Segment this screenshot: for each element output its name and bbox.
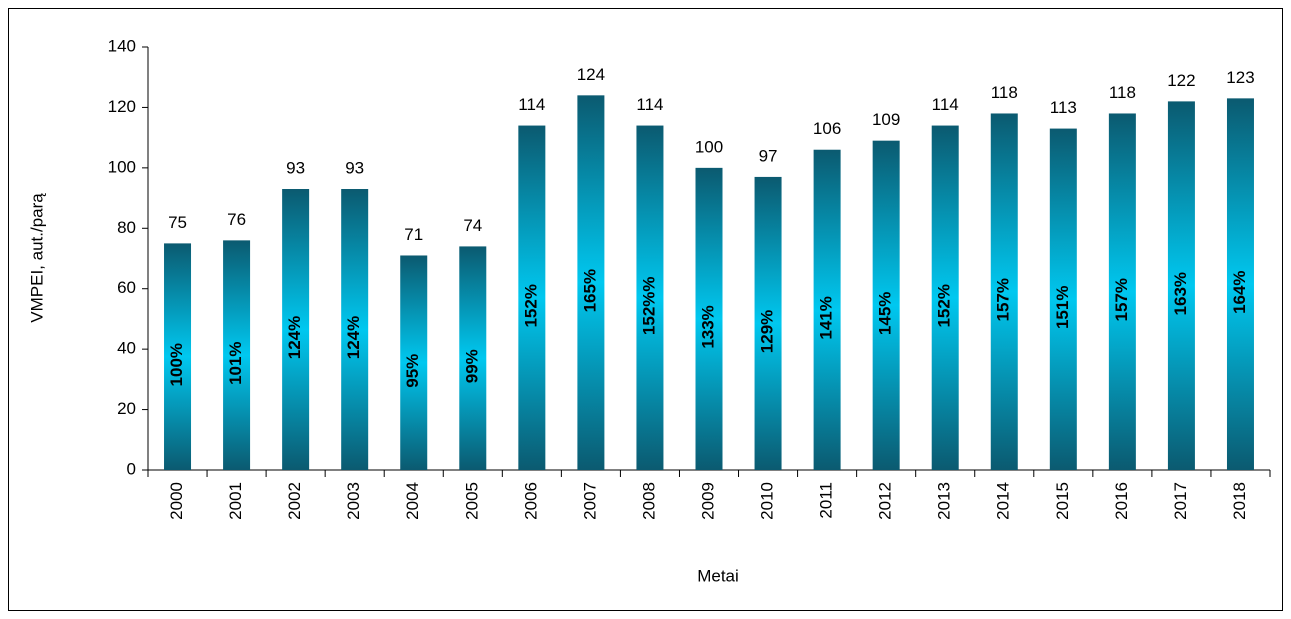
value-label: 93 xyxy=(286,158,305,177)
bar-annotation: 100% xyxy=(167,343,186,386)
value-label: 106 xyxy=(813,119,841,138)
bar xyxy=(990,113,1018,470)
x-tick-label: 2017 xyxy=(1171,482,1190,520)
x-tick-label: 2005 xyxy=(462,482,481,520)
bar xyxy=(164,243,192,470)
bar xyxy=(695,167,723,470)
x-tick-label: 2016 xyxy=(1112,482,1131,520)
bar xyxy=(459,246,487,470)
value-label: 118 xyxy=(991,83,1018,102)
bar-annotation: 157% xyxy=(1112,278,1131,321)
value-label: 109 xyxy=(872,110,900,129)
bar xyxy=(754,176,782,470)
x-tick-label: 2002 xyxy=(285,482,304,520)
bar xyxy=(223,240,251,470)
x-tick-label: 2018 xyxy=(1230,482,1249,520)
bar-annotation: 165% xyxy=(580,269,599,312)
bar-annotation: 99% xyxy=(462,349,481,383)
bar xyxy=(636,125,664,471)
value-label: 118 xyxy=(1109,83,1136,102)
x-tick-label: 2004 xyxy=(403,482,422,520)
x-tick-label: 2012 xyxy=(876,482,895,520)
x-tick-label: 2001 xyxy=(226,482,245,520)
x-tick-label: 2013 xyxy=(935,482,954,520)
x-axis-title: Metai xyxy=(697,566,739,585)
x-tick-label: 2014 xyxy=(994,482,1013,520)
bar-annotation: 163% xyxy=(1171,272,1190,315)
value-label: 76 xyxy=(227,210,246,229)
y-tick-label: 60 xyxy=(117,278,136,297)
bar-annotation: 124% xyxy=(285,316,304,359)
y-tick-label: 40 xyxy=(117,339,136,358)
bar-annotation: 164% xyxy=(1230,270,1249,313)
bar-annotation: 129% xyxy=(758,310,777,353)
y-axis-title: VMPEI, aut./parą xyxy=(27,193,46,323)
bar xyxy=(872,140,900,470)
bar-annotation: 141% xyxy=(817,296,836,339)
value-label: 114 xyxy=(932,95,959,114)
y-tick-label: 120 xyxy=(108,97,136,116)
bar xyxy=(1226,98,1254,470)
value-label: 75 xyxy=(168,213,187,232)
x-tick-label: 2011 xyxy=(817,482,836,519)
bar xyxy=(1049,128,1077,471)
x-tick-label: 2010 xyxy=(758,482,777,520)
x-tick-label: 2015 xyxy=(1053,482,1072,520)
value-label: 114 xyxy=(518,95,545,114)
x-tick-label: 2009 xyxy=(698,482,717,520)
value-label: 122 xyxy=(1167,71,1195,90)
bar xyxy=(813,149,841,470)
value-label: 97 xyxy=(759,146,778,165)
x-tick-label: 2000 xyxy=(167,482,186,520)
value-label: 113 xyxy=(1050,98,1077,117)
y-tick-label: 140 xyxy=(108,36,136,55)
bar xyxy=(518,125,546,471)
x-tick-label: 2006 xyxy=(521,482,540,520)
bar-annotation: 152% xyxy=(935,284,954,327)
y-tick-label: 0 xyxy=(127,459,136,478)
y-tick-label: 20 xyxy=(117,399,136,418)
bar-annotation: 133% xyxy=(698,305,717,348)
bar-annotation: 101% xyxy=(226,341,245,384)
x-tick-label: 2007 xyxy=(580,482,599,520)
bar-annotation: 124% xyxy=(344,316,363,359)
x-tick-label: 2003 xyxy=(344,482,363,520)
value-label: 123 xyxy=(1226,68,1254,87)
bar-annotation: 145% xyxy=(876,292,895,335)
bar xyxy=(341,189,369,470)
bar xyxy=(931,125,959,471)
y-tick-label: 100 xyxy=(108,157,136,176)
bar xyxy=(577,95,605,470)
value-label: 124 xyxy=(577,65,605,84)
value-label: 100 xyxy=(695,137,723,156)
bar xyxy=(1167,101,1195,470)
x-tick-label: 2008 xyxy=(639,482,658,520)
bar xyxy=(400,255,428,470)
bar xyxy=(1108,113,1136,470)
bar-annotation: 95% xyxy=(403,354,422,388)
bar-annotation: 157% xyxy=(994,278,1013,321)
value-label: 93 xyxy=(345,158,364,177)
y-tick-label: 80 xyxy=(117,218,136,237)
value-label: 114 xyxy=(636,95,663,114)
bar-annotation: 152%% xyxy=(639,276,658,335)
value-label: 74 xyxy=(463,216,482,235)
bar xyxy=(282,189,310,470)
bar-annotation: 152% xyxy=(521,284,540,327)
bar-annotation: 151% xyxy=(1053,286,1072,329)
value-label: 71 xyxy=(404,225,423,244)
